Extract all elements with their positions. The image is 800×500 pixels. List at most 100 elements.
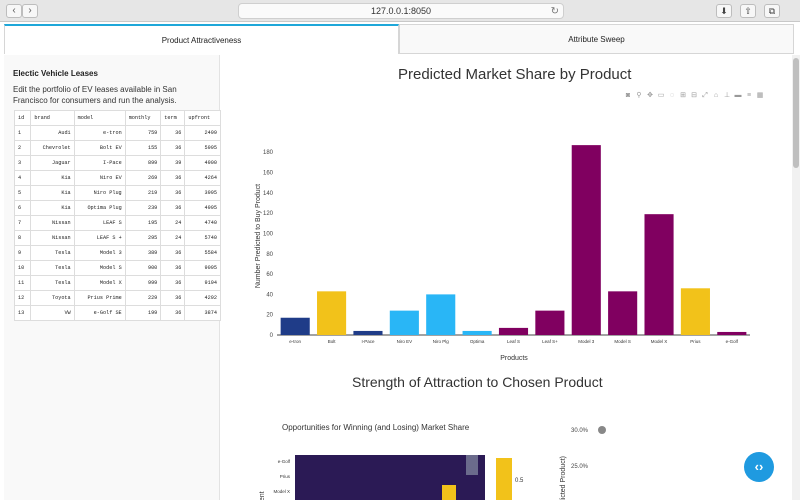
table-cell[interactable]: 9194 <box>184 275 221 291</box>
table-cell[interactable]: Chevrolet <box>30 140 75 156</box>
table-cell[interactable]: 36 <box>160 200 186 216</box>
table-cell[interactable]: 6 <box>13 200 32 216</box>
table-row[interactable]: 10 Tesla Model S 900 36 9095 <box>13 260 221 276</box>
table-cell[interactable]: I-Pace <box>73 155 126 171</box>
table-cell[interactable]: Bolt EV <box>73 140 126 156</box>
table-cell[interactable]: Tesla <box>30 260 75 276</box>
table-cell[interactable]: 239 <box>124 200 162 216</box>
table-row[interactable]: 5 Kia Niro Plug 219 36 3995 <box>13 185 221 201</box>
table-cell[interactable]: Audi <box>30 125 75 141</box>
table-cell[interactable]: 9 <box>13 245 32 261</box>
table-cell[interactable]: e-Golf SE <box>73 305 126 321</box>
table-cell[interactable]: 39 <box>160 155 186 171</box>
table-cell[interactable]: 36 <box>160 170 186 186</box>
table-cell[interactable]: 199 <box>124 305 162 321</box>
table-row[interactable]: 1 Audi e-tron 759 36 2499 <box>13 125 221 141</box>
table-cell[interactable]: 155 <box>124 140 162 156</box>
table-cell[interactable]: 36 <box>160 125 186 141</box>
plotly-logo-icon[interactable]: ▦ <box>756 92 764 99</box>
table-cell[interactable]: 4995 <box>184 200 221 216</box>
table-cell[interactable]: VW <box>30 305 75 321</box>
table-cell[interactable]: 4 <box>13 170 32 186</box>
table-cell[interactable]: Prius Prime <box>73 290 126 306</box>
reset-icon[interactable]: ⌂ <box>713 92 719 99</box>
table-cell[interactable]: 900 <box>124 260 162 276</box>
table-row[interactable]: 7 Nissan LEAF S 195 24 4740 <box>13 215 221 231</box>
table-cell[interactable]: 295 <box>124 230 162 246</box>
table-cell[interactable]: LEAF S <box>73 215 126 231</box>
table-row[interactable]: 4 Kia Niro EV 269 36 4264 <box>13 170 221 186</box>
table-cell[interactable]: 8 <box>13 230 32 246</box>
table-cell[interactable]: 36 <box>160 305 186 321</box>
table-cell[interactable]: 5 <box>13 185 32 201</box>
table-row[interactable]: 12 Toyota Prius Prime 229 36 4292 <box>13 290 221 306</box>
table-row[interactable]: 6 Kia Optima Plug 239 36 4995 <box>13 200 221 216</box>
chevron-right-icon[interactable]: › <box>22 4 38 18</box>
table-cell[interactable]: 24 <box>160 215 186 231</box>
autoscale-icon[interactable]: ⤢ <box>702 92 708 99</box>
table-cell[interactable]: 36 <box>160 290 186 306</box>
zoom-out-icon[interactable]: ⊟ <box>691 92 697 99</box>
tabs-icon[interactable]: ⧉ <box>764 4 780 18</box>
table-cell[interactable]: Model X <box>73 275 126 291</box>
download-icon[interactable]: ⬇ <box>716 4 732 18</box>
table-row[interactable]: 13 VW e-Golf SE 199 36 3874 <box>13 305 221 321</box>
table-cell[interactable]: 3995 <box>184 185 221 201</box>
table-cell[interactable]: 4292 <box>184 290 221 306</box>
table-cell[interactable]: 899 <box>124 155 162 171</box>
table-cell[interactable]: 759 <box>124 125 162 141</box>
table-cell[interactable]: Jaguar <box>30 155 75 171</box>
table-cell[interactable]: LEAF S + <box>73 230 126 246</box>
table-cell[interactable]: 3 <box>13 155 32 171</box>
table-row[interactable]: 9 Tesla Model 3 389 36 5584 <box>13 245 221 261</box>
table-cell[interactable]: Model S <box>73 260 126 276</box>
table-cell[interactable]: e-tron <box>73 125 126 141</box>
table-cell[interactable]: 5995 <box>184 140 221 156</box>
table-cell[interactable]: Tesla <box>30 275 75 291</box>
table-cell[interactable]: Toyota <box>30 290 75 306</box>
table-cell[interactable]: 2 <box>13 140 32 156</box>
table-cell[interactable]: Nissan <box>30 230 75 246</box>
reload-icon[interactable]: ↻ <box>550 6 559 17</box>
table-cell[interactable]: Nissan <box>30 215 75 231</box>
table-row[interactable]: 3 Jaguar I-Pace 899 39 4900 <box>13 155 221 171</box>
chevron-left-icon[interactable]: ‹ <box>6 4 22 18</box>
table-cell[interactable]: 24 <box>160 230 186 246</box>
table-cell[interactable]: 36 <box>160 140 186 156</box>
table-cell[interactable]: 5740 <box>184 230 221 246</box>
table-cell[interactable]: Kia <box>30 185 75 201</box>
table-cell[interactable]: 269 <box>124 170 162 186</box>
table-cell[interactable]: 11 <box>13 275 32 291</box>
table-cell[interactable]: 36 <box>160 275 186 291</box>
table-cell[interactable]: Tesla <box>30 245 75 261</box>
table-cell[interactable]: 5584 <box>184 245 221 261</box>
table-cell[interactable]: 13 <box>13 305 32 321</box>
table-cell[interactable]: 195 <box>124 215 162 231</box>
table-row[interactable]: 11 Tesla Model X 999 36 9194 <box>13 275 221 291</box>
camera-icon[interactable]: ◙ <box>625 92 631 99</box>
table-cell[interactable]: 9095 <box>184 260 221 276</box>
page-scrollbar[interactable] <box>792 55 800 500</box>
table-cell[interactable]: Kia <box>30 200 75 216</box>
table-cell[interactable]: 219 <box>124 185 162 201</box>
table-cell[interactable]: Niro EV <box>73 170 126 186</box>
table-cell[interactable]: Kia <box>30 170 75 186</box>
spike-icon[interactable]: ⊥ <box>723 92 731 99</box>
table-cell[interactable]: 389 <box>124 245 162 261</box>
table-cell[interactable]: 2499 <box>184 125 221 141</box>
table-cell[interactable]: 4740 <box>184 215 221 231</box>
hover-closest-icon[interactable]: ▬ <box>734 92 742 99</box>
table-cell[interactable]: 229 <box>124 290 162 306</box>
table-cell[interactable]: Model 3 <box>73 245 126 261</box>
code-icon[interactable]: ‹› <box>744 452 774 482</box>
table-cell[interactable]: 36 <box>160 260 186 276</box>
zoom-icon[interactable]: ⚲ <box>636 92 642 99</box>
lasso-icon[interactable]: ◌ <box>669 92 675 99</box>
table-cell[interactable]: 10 <box>13 260 32 276</box>
box-select-icon[interactable]: ▭ <box>657 92 665 99</box>
pan-icon[interactable]: ✥ <box>647 92 653 99</box>
table-cell[interactable]: 4900 <box>184 155 221 171</box>
table-cell[interactable]: Optima Plug <box>73 200 126 216</box>
table-cell[interactable]: 1 <box>13 125 32 141</box>
scrollbar-thumb[interactable] <box>793 58 799 168</box>
